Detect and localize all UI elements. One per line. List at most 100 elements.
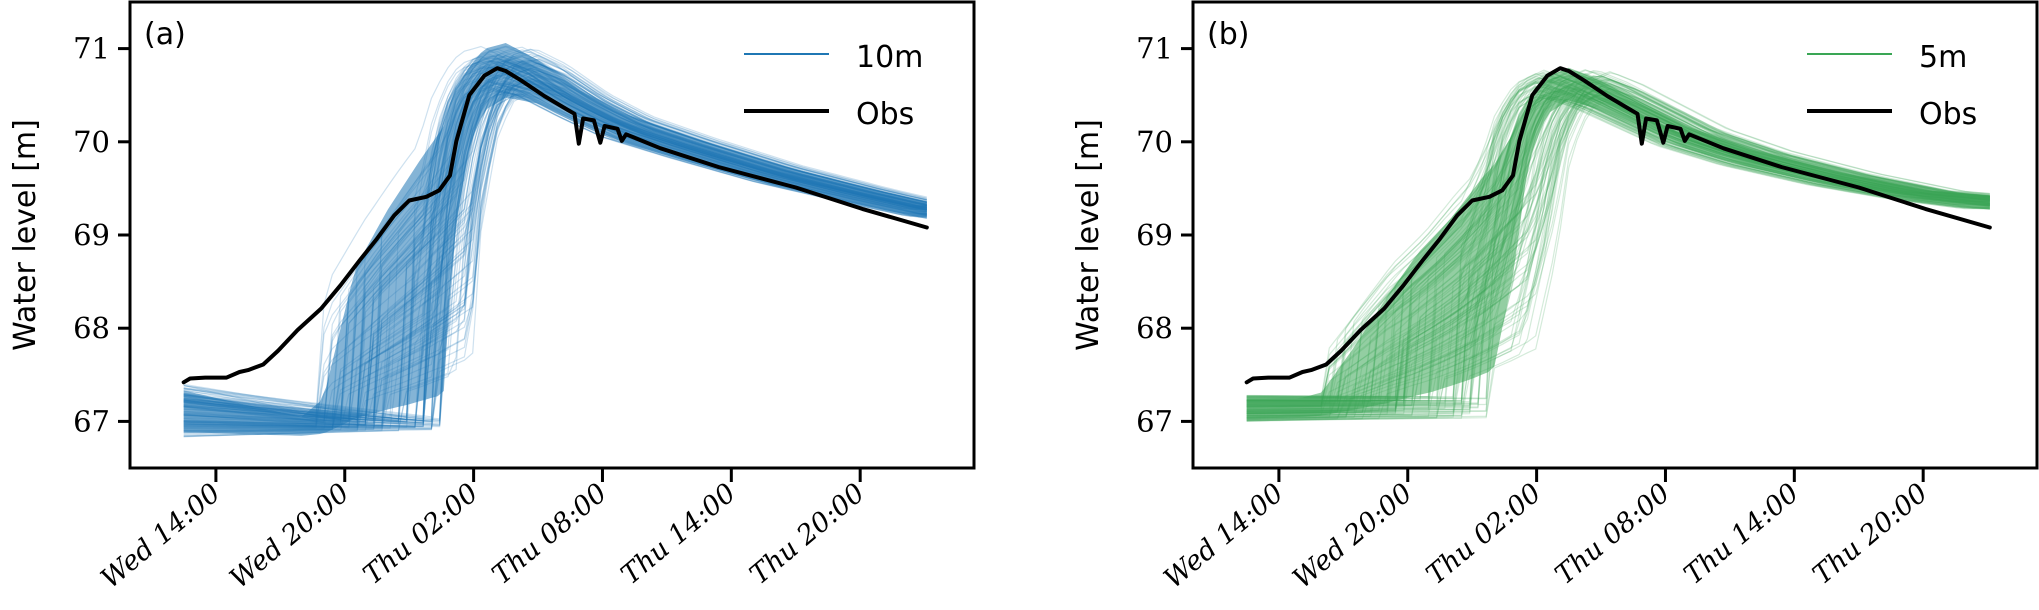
ensemble-member-line <box>183 64 927 423</box>
ensemble-member-line <box>183 62 927 423</box>
obs-series <box>181 66 929 385</box>
y-tick-label: 70 <box>1136 125 1173 159</box>
ensemble-member-line <box>183 61 927 422</box>
legend-label-5m: 5m <box>1919 40 1967 75</box>
y-tick-label: 67 <box>1136 404 1173 438</box>
y-tick-label: 69 <box>1136 218 1173 252</box>
ensemble-member-line <box>183 68 927 424</box>
ensemble-member-line <box>183 71 927 425</box>
y-tick-label: 71 <box>1136 32 1173 66</box>
ensemble-member-line <box>183 82 927 428</box>
ensemble-member-line <box>183 86 927 430</box>
ensemble-member-line <box>183 70 927 425</box>
ensemble-member-line <box>183 88 927 432</box>
ensemble-member-line <box>183 58 927 421</box>
ensemble-member-line <box>183 91 927 435</box>
ensemble-member-line <box>183 62 927 422</box>
obs-line <box>181 66 929 385</box>
ensemble-member-line <box>183 49 927 418</box>
y-axis: 67 68 69 70 71 <box>73 32 130 438</box>
ensemble-member-line <box>183 91 927 436</box>
ensemble-member-line <box>183 92 927 437</box>
ensemble-member-line <box>183 61 927 422</box>
ensemble-core-band <box>183 43 927 436</box>
ensemble-member-line <box>183 79 927 428</box>
ensemble-member-line <box>183 67 927 424</box>
x-tick-label: Wed 20:00 <box>1287 478 1418 595</box>
ensemble-member-line <box>183 79 927 428</box>
ensemble-member-line <box>183 84 927 429</box>
ensemble-member-line <box>183 66 927 424</box>
ensemble-member-line <box>183 82 927 428</box>
ensemble-member-line <box>183 93 927 438</box>
ensemble-member-line <box>183 72 927 425</box>
ensemble-member-line <box>183 64 927 423</box>
ensemble-member-line <box>183 74 927 426</box>
y-tick-label: 67 <box>73 404 110 438</box>
ensemble-member-line <box>183 77 927 427</box>
ensemble-member-line <box>183 83 927 429</box>
ensemble-member-line <box>183 78 927 427</box>
ensemble-member-line <box>183 80 927 428</box>
ensemble-member-line <box>183 66 927 423</box>
ensemble-member-line <box>183 89 927 434</box>
ensemble-member-line <box>183 87 927 430</box>
ensemble-member-line <box>183 48 927 418</box>
legend: 5m Obs <box>1807 40 1977 132</box>
ensemble-member-line <box>183 75 927 426</box>
legend-label-obs: Obs <box>856 97 914 132</box>
ensemble-member-line <box>183 46 927 418</box>
ensemble-member-line <box>183 65 927 423</box>
ensemble-member-line <box>183 58 927 421</box>
ensemble-member-line <box>183 73 927 426</box>
ensemble-member-line <box>183 68 927 425</box>
ensemble-member-line <box>183 48 927 418</box>
ensemble-member-line <box>183 88 927 431</box>
x-tick-label: Wed 20:00 <box>224 478 355 595</box>
ensemble-member-line <box>183 85 927 429</box>
ensemble-member-line <box>183 61 927 422</box>
obs-series <box>1244 66 1992 385</box>
x-tick-label: Thu 02:00 <box>1421 478 1548 591</box>
x-tick-label: Thu 08:00 <box>486 478 613 591</box>
ensemble-member-line <box>183 88 927 432</box>
ensemble-member-line <box>183 79 927 427</box>
ensemble-member-line <box>183 70 927 425</box>
ensemble-member-line <box>183 81 927 428</box>
legend-label-10m: 10m <box>856 40 923 75</box>
ensemble-member-line <box>183 63 927 423</box>
x-tick-label: Thu 14:00 <box>615 478 742 591</box>
ensemble-member-line <box>183 51 927 419</box>
ensemble-member-line <box>183 93 927 438</box>
ensemble-member-line <box>183 61 927 422</box>
ensemble-member-line <box>183 66 927 423</box>
ensemble-member-line <box>183 72 927 426</box>
ensemble-member-line <box>183 78 927 428</box>
ensemble-member-line <box>183 66 927 423</box>
ensemble-member-line <box>183 89 927 433</box>
ensemble-member-line <box>183 84 927 429</box>
ensemble-member-line <box>183 72 927 425</box>
ensemble-member-line <box>183 76 927 427</box>
ensemble-member-line <box>183 87 927 431</box>
ensemble-member-line <box>183 66 927 423</box>
ensemble-member-line <box>183 80 927 428</box>
y-axis: 67 68 69 70 71 <box>1136 32 1193 438</box>
x-tick-label: Thu 08:00 <box>1549 478 1676 591</box>
ensemble-member-line <box>183 53 927 420</box>
panel-label: (a) <box>144 17 186 52</box>
ensemble-member-line <box>183 79 927 428</box>
ensemble-member-line <box>183 76 927 427</box>
ensemble-member-line <box>183 74 927 426</box>
ensemble-member-line <box>183 84 927 429</box>
ensemble-band <box>1246 67 1990 422</box>
legend-label-obs: Obs <box>1919 97 1977 132</box>
y-tick-label: 68 <box>73 311 110 345</box>
ensemble-member-line <box>183 75 927 426</box>
x-tick-label: Thu 14:00 <box>1678 478 1805 591</box>
y-axis-label: Water level [m] <box>8 119 43 351</box>
